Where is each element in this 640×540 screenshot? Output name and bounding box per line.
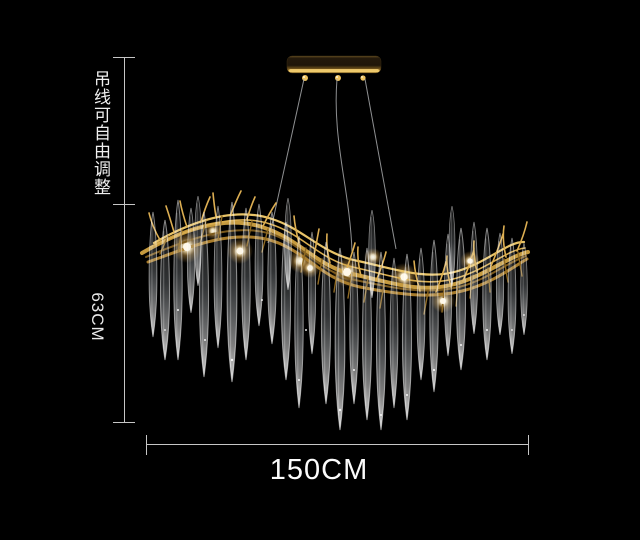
dimension-cap-bottom (113, 422, 135, 423)
dimension-cap-left (146, 435, 147, 455)
horizontal-dimension-line (147, 444, 529, 445)
dimension-cap-right (528, 435, 529, 455)
suspension-wire (267, 78, 397, 253)
dimension-cap-top (113, 57, 135, 58)
height-dimension-label: 63CM (88, 292, 107, 342)
dimension-cap-middle (113, 204, 135, 205)
sparkle (164, 299, 525, 416)
crystal-drop (148, 195, 528, 431)
ceiling-mount-bar (286, 55, 382, 81)
width-dimension-label: 150CM (269, 454, 369, 486)
wire-note-label: 吊线可自由调整 (91, 70, 110, 196)
vertical-dimension-line (124, 58, 125, 423)
